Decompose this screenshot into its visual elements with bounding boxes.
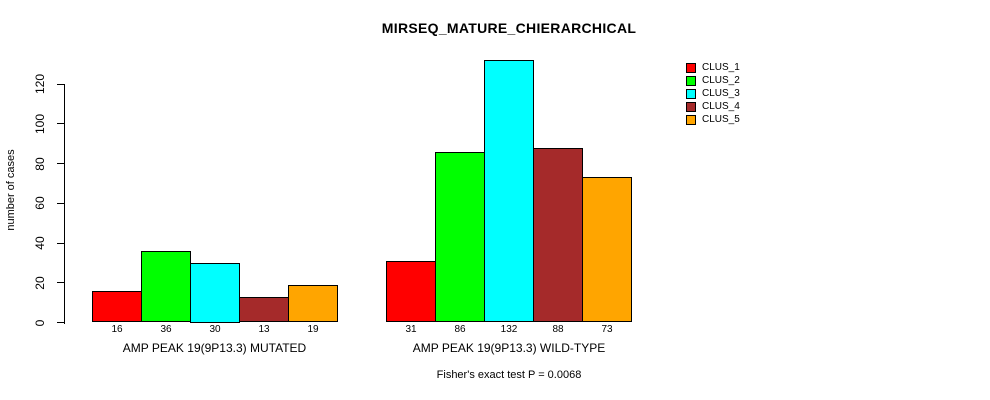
fisher-test-footnote: Fisher's exact test P = 0.0068	[436, 369, 582, 381]
bar-clus_3	[190, 262, 240, 323]
bar-clus_3	[484, 60, 534, 323]
legend-label: CLUS_5	[702, 114, 740, 125]
chart-title: MIRSEQ_MATURE_CHIERARCHICAL	[381, 20, 637, 36]
legend: CLUS_1 CLUS_2 CLUS_3 CLUS_4 CLUS_5	[686, 61, 740, 126]
bar-value-label: 30	[209, 324, 221, 335]
y-axis-tick-label: 20	[33, 276, 47, 290]
legend-swatch-clus_5	[686, 114, 696, 125]
bar-value-label: 132	[500, 324, 518, 335]
bar-clus_2	[141, 250, 191, 323]
y-axis-tick	[57, 163, 65, 164]
bar-clus_1	[386, 260, 436, 323]
y-axis-tick	[57, 242, 65, 244]
y-axis-tick-label: 60	[33, 196, 47, 210]
bar-clus_5	[288, 284, 338, 323]
y-axis-line	[64, 84, 65, 324]
y-axis-tick	[57, 202, 65, 204]
bar-value-label: 73	[601, 324, 613, 335]
y-axis-tick-label: 40	[33, 236, 47, 250]
x-group-label-mutated: AMP PEAK 19(9P13.3) MUTATED	[122, 341, 307, 355]
legend-swatch-clus_2	[686, 75, 696, 86]
bar-value-label: 36	[160, 324, 172, 335]
legend-swatch-clus_4	[686, 101, 696, 112]
bar-clus_2	[435, 151, 485, 323]
y-axis-tick-label: 80	[33, 156, 47, 171]
legend-label: CLUS_2	[702, 75, 740, 86]
bar-value-label: 16	[111, 324, 123, 335]
y-axis-tick	[57, 83, 65, 85]
legend-swatch-clus_3	[686, 88, 696, 99]
bar-clus_4	[533, 147, 583, 323]
y-axis-tick-label: 100	[33, 113, 47, 134]
legend-label: CLUS_3	[702, 88, 740, 99]
bar-value-label: 88	[552, 324, 564, 335]
bar-clus_5	[582, 177, 632, 323]
y-axis-tick	[57, 123, 65, 125]
legend-entry: CLUS_1	[686, 61, 740, 74]
legend-entry: CLUS_3	[686, 87, 740, 100]
bar-value-label: 13	[258, 324, 270, 335]
y-axis-label: number of cases	[5, 149, 17, 231]
legend-label: CLUS_1	[702, 62, 740, 73]
y-axis-tick	[57, 282, 65, 284]
bar-value-label: 86	[454, 324, 466, 335]
y-axis-tick-label: 0	[33, 319, 47, 326]
legend-entry: CLUS_5	[686, 113, 740, 126]
bar-value-label: 19	[307, 324, 319, 335]
bar-clus_1	[92, 290, 142, 323]
legend-label: CLUS_4	[702, 101, 740, 112]
x-group-label-wild-type: AMP PEAK 19(9P13.3) WILD-TYPE	[412, 341, 606, 355]
bar-clus_4	[239, 296, 289, 323]
legend-entry: CLUS_4	[686, 100, 740, 113]
y-axis-tick	[57, 322, 65, 323]
legend-entry: CLUS_2	[686, 74, 740, 87]
bar-value-label: 31	[405, 324, 417, 335]
legend-swatch-clus_1	[686, 62, 696, 73]
y-axis-tick-label: 120	[33, 73, 47, 95]
